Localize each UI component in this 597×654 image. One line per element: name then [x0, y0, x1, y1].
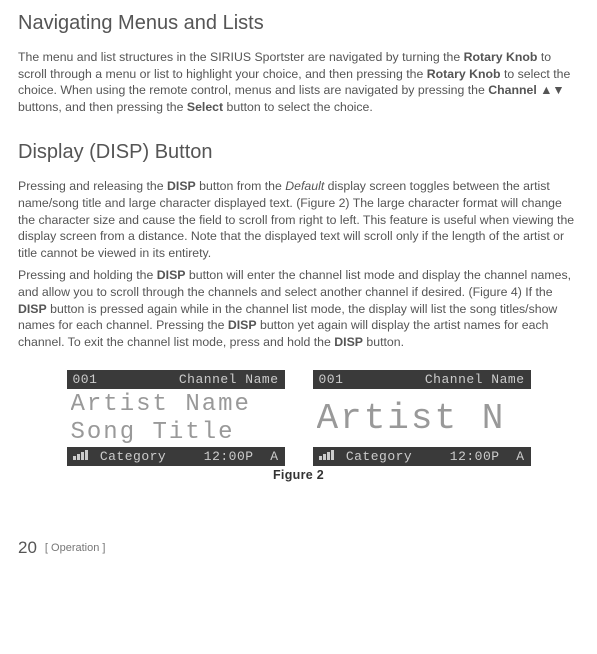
term-disp: DISP	[228, 318, 257, 332]
text: button to select the choice.	[223, 100, 373, 114]
section-label: [ Operation ]	[45, 542, 106, 554]
term-rotary-knob: Rotary Knob	[464, 50, 538, 64]
figure-caption: Figure 2	[18, 468, 579, 482]
category-label: Category	[100, 449, 166, 464]
artist-name-big-line: Artist N	[317, 391, 527, 447]
text: button.	[363, 335, 404, 349]
channel-number: 001	[319, 372, 344, 387]
term-disp: DISP	[157, 268, 186, 282]
text: button from the	[196, 179, 286, 193]
mode-a-label: A	[270, 449, 278, 464]
lcd-bottom-bar: Category 12:00P A	[67, 447, 285, 466]
text: The menu and list structures in the SIRI…	[18, 50, 464, 64]
up-down-arrows-icon: ▲▼	[540, 83, 564, 97]
term-channel: Channel	[488, 83, 540, 97]
term-default: Default	[285, 179, 324, 193]
lcd-small-text: 001 Channel Name Artist Name Song Title …	[67, 370, 285, 466]
channel-number: 001	[73, 372, 98, 387]
term-disp: DISP	[167, 179, 196, 193]
clock-label: 12:00P	[450, 449, 500, 464]
lcd-bottom-right: 12:00P A	[450, 449, 525, 464]
heading-disp-button: Display (DISP) Button	[18, 141, 579, 164]
term-select: Select	[187, 100, 223, 114]
mode-a-label: A	[516, 449, 524, 464]
lcd-bottom-left: Category	[319, 449, 413, 464]
clock-label: 12:00P	[204, 449, 254, 464]
channel-name: Channel Name	[425, 372, 525, 387]
channel-name: Channel Name	[179, 372, 279, 387]
section-name: Operation	[51, 542, 99, 554]
paragraph-disp-1: Pressing and releasing the DISP button f…	[18, 178, 579, 261]
song-title-line: Song Title	[71, 419, 281, 447]
lcd-top-bar: 001 Channel Name	[67, 370, 285, 389]
term-disp: DISP	[334, 335, 363, 349]
paragraph-disp-2: Pressing and holding the DISP button wil…	[18, 267, 579, 350]
lcd-mid: Artist N	[313, 389, 531, 447]
lcd-bottom-right: 12:00P A	[204, 449, 279, 464]
lcd-large-text: 001 Channel Name Artist N Category 12:00…	[313, 370, 531, 466]
artist-name-line: Artist Name	[71, 391, 281, 419]
text: buttons, and then pressing the	[18, 100, 187, 114]
term-rotary-knob: Rotary Knob	[427, 67, 501, 81]
lcd-bottom-left: Category	[73, 449, 167, 464]
heading-navigating: Navigating Menus and Lists	[18, 12, 579, 35]
signal-icon	[319, 450, 334, 460]
text: Pressing and holding the	[18, 268, 157, 282]
bracket-close: ]	[99, 542, 105, 554]
text: Pressing and releasing the	[18, 179, 167, 193]
page-footer: 20 [ Operation ]	[18, 538, 579, 558]
paragraph-menus: The menu and list structures in the SIRI…	[18, 49, 579, 115]
signal-icon	[73, 450, 88, 460]
category-label: Category	[346, 449, 412, 464]
page-number: 20	[18, 538, 37, 558]
lcd-top-bar: 001 Channel Name	[313, 370, 531, 389]
lcd-mid: Artist Name Song Title	[67, 389, 285, 447]
lcd-bottom-bar: Category 12:00P A	[313, 447, 531, 466]
figure-displays: 001 Channel Name Artist Name Song Title …	[18, 370, 579, 466]
term-disp: DISP	[18, 302, 47, 316]
